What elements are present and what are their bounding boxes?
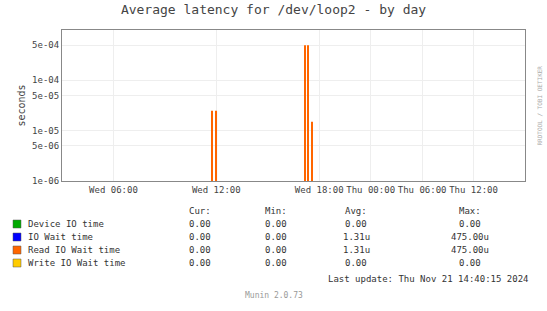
svg-text:RRDTOOL / TOBI OETIKER: RRDTOOL / TOBI OETIKER: [536, 66, 543, 146]
svg-text:0.00: 0.00: [265, 258, 287, 268]
svg-text:Avg:: Avg:: [345, 206, 367, 216]
svg-text:0.00: 0.00: [265, 232, 287, 242]
svg-text:1e-05: 1e-05: [32, 126, 59, 136]
svg-text:Wed 18:00: Wed 18:00: [295, 185, 344, 195]
svg-text:seconds: seconds: [16, 84, 27, 126]
svg-text:0.00: 0.00: [345, 258, 367, 268]
svg-text:Thu 12:00: Thu 12:00: [449, 185, 498, 195]
svg-text:1e-04: 1e-04: [32, 75, 59, 85]
svg-text:5e-04: 5e-04: [32, 40, 59, 50]
svg-text:0.00: 0.00: [345, 219, 367, 229]
svg-text:Read IO Wait time: Read IO Wait time: [28, 245, 120, 255]
svg-text:IO Wait time: IO Wait time: [28, 232, 93, 242]
svg-text:Device IO time: Device IO time: [28, 219, 104, 229]
svg-text:0.00: 0.00: [459, 219, 481, 229]
svg-text:0.00: 0.00: [189, 258, 211, 268]
svg-text:5e-06: 5e-06: [32, 141, 59, 151]
svg-text:Wed 06:00: Wed 06:00: [89, 185, 138, 195]
svg-text:0.00: 0.00: [459, 258, 481, 268]
svg-text:5e-05: 5e-05: [32, 91, 59, 101]
svg-text:Cur:: Cur:: [189, 206, 211, 216]
svg-text:1e-06: 1e-06: [32, 176, 59, 186]
svg-text:0.00: 0.00: [265, 245, 287, 255]
svg-text:Thu 06:00: Thu 06:00: [398, 185, 447, 195]
svg-text:Average latency for /dev/loop2: Average latency for /dev/loop2 - by day: [121, 2, 426, 17]
svg-text:0.00: 0.00: [265, 219, 287, 229]
svg-text:0.00: 0.00: [189, 245, 211, 255]
svg-text:Min:: Min:: [265, 206, 287, 216]
svg-text:475.00u: 475.00u: [451, 232, 489, 242]
svg-text:1.31u: 1.31u: [343, 232, 370, 242]
svg-text:1.31u: 1.31u: [343, 245, 370, 255]
svg-text:Wed 12:00: Wed 12:00: [192, 185, 241, 195]
svg-text:Thu 00:00: Thu 00:00: [346, 185, 395, 195]
svg-text:Munin 2.0.73: Munin 2.0.73: [245, 291, 303, 300]
svg-text:0.00: 0.00: [189, 232, 211, 242]
svg-text:0.00: 0.00: [189, 219, 211, 229]
svg-text:Last update: Thu Nov 21 14:40:: Last update: Thu Nov 21 14:40:15 2024: [328, 274, 528, 284]
svg-text:Write IO Wait time: Write IO Wait time: [28, 258, 126, 268]
svg-text:Max:: Max:: [459, 206, 481, 216]
svg-text:475.00u: 475.00u: [451, 245, 489, 255]
